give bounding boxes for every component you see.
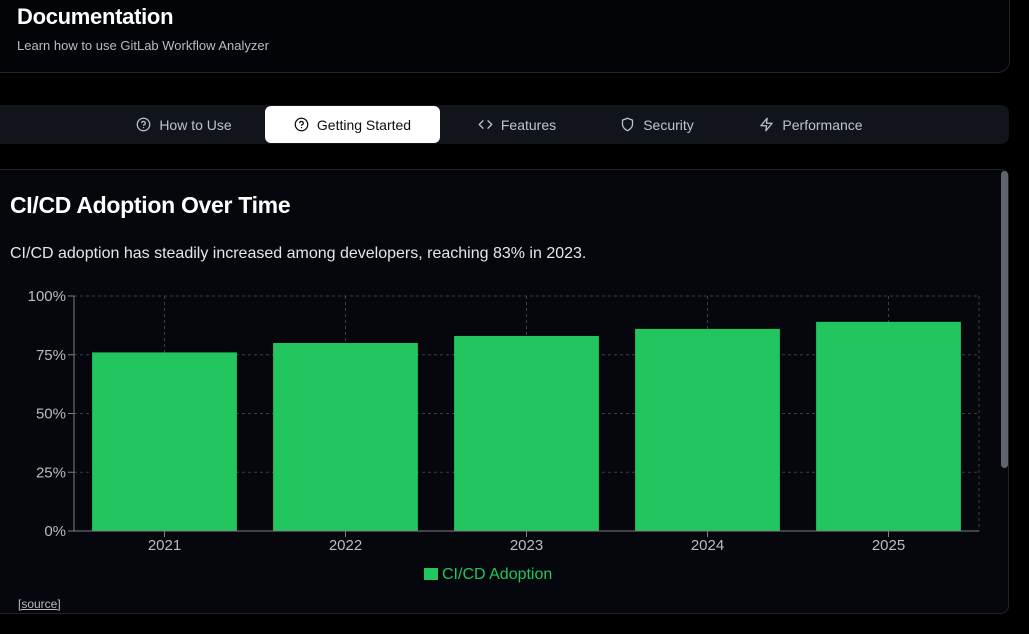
tab-label: Security <box>643 116 694 133</box>
page-title: Documentation <box>17 4 174 29</box>
chart-title: CI/CD Adoption Over Time <box>10 192 291 218</box>
help-circle-icon <box>294 117 309 132</box>
y-tick-label: 50% <box>36 406 66 423</box>
x-tick-label: 2025 <box>872 537 905 554</box>
scrollbar[interactable] <box>1001 171 1008 468</box>
tab-label: How to Use <box>159 116 232 133</box>
x-tick-label: 2023 <box>510 537 543 554</box>
zap-icon <box>760 117 774 132</box>
bar-chart: 0% 25% 50% 75% 100% 2021 2022 2023 2024 2025 CI/CD… <box>28 288 980 583</box>
page-subtitle: Learn how to use GitLab Workflow Analyze… <box>17 38 269 53</box>
help-circle-icon <box>136 117 151 132</box>
tab-label: Getting Started <box>316 116 412 133</box>
tab-label: Features <box>500 116 557 133</box>
tab-label: Performance <box>782 116 863 133</box>
source-link[interactable]: [source] <box>18 597 61 611</box>
tab-getting-started[interactable]: Getting Started <box>265 106 440 143</box>
legend-swatch <box>424 568 438 580</box>
y-tick-label: 100% <box>28 288 66 305</box>
x-tick-label: 2021 <box>148 537 181 554</box>
tab-security[interactable]: Security <box>603 105 711 144</box>
tab-features[interactable]: Features <box>462 105 572 144</box>
tab-bar: How to Use Getting Started Features Secu… <box>0 105 1009 144</box>
bar <box>273 343 418 531</box>
bar <box>92 352 237 531</box>
y-tick-label: 25% <box>36 464 66 481</box>
code-icon <box>478 120 493 129</box>
chart-description: CI/CD adoption has steadily increased am… <box>10 245 587 262</box>
y-tick-label: 75% <box>36 347 66 364</box>
bar <box>635 328 780 531</box>
header-card <box>0 0 1010 73</box>
bar <box>816 321 961 531</box>
tab-how-to-use[interactable]: How to Use <box>122 105 246 144</box>
bar <box>454 335 599 531</box>
x-tick-label: 2022 <box>329 537 362 554</box>
tab-performance[interactable]: Performance <box>742 105 880 144</box>
legend-label: CI/CD Adoption <box>442 566 552 583</box>
y-tick-label: 0% <box>44 523 66 540</box>
x-tick-label: 2024 <box>691 537 724 554</box>
shield-icon <box>622 117 634 132</box>
